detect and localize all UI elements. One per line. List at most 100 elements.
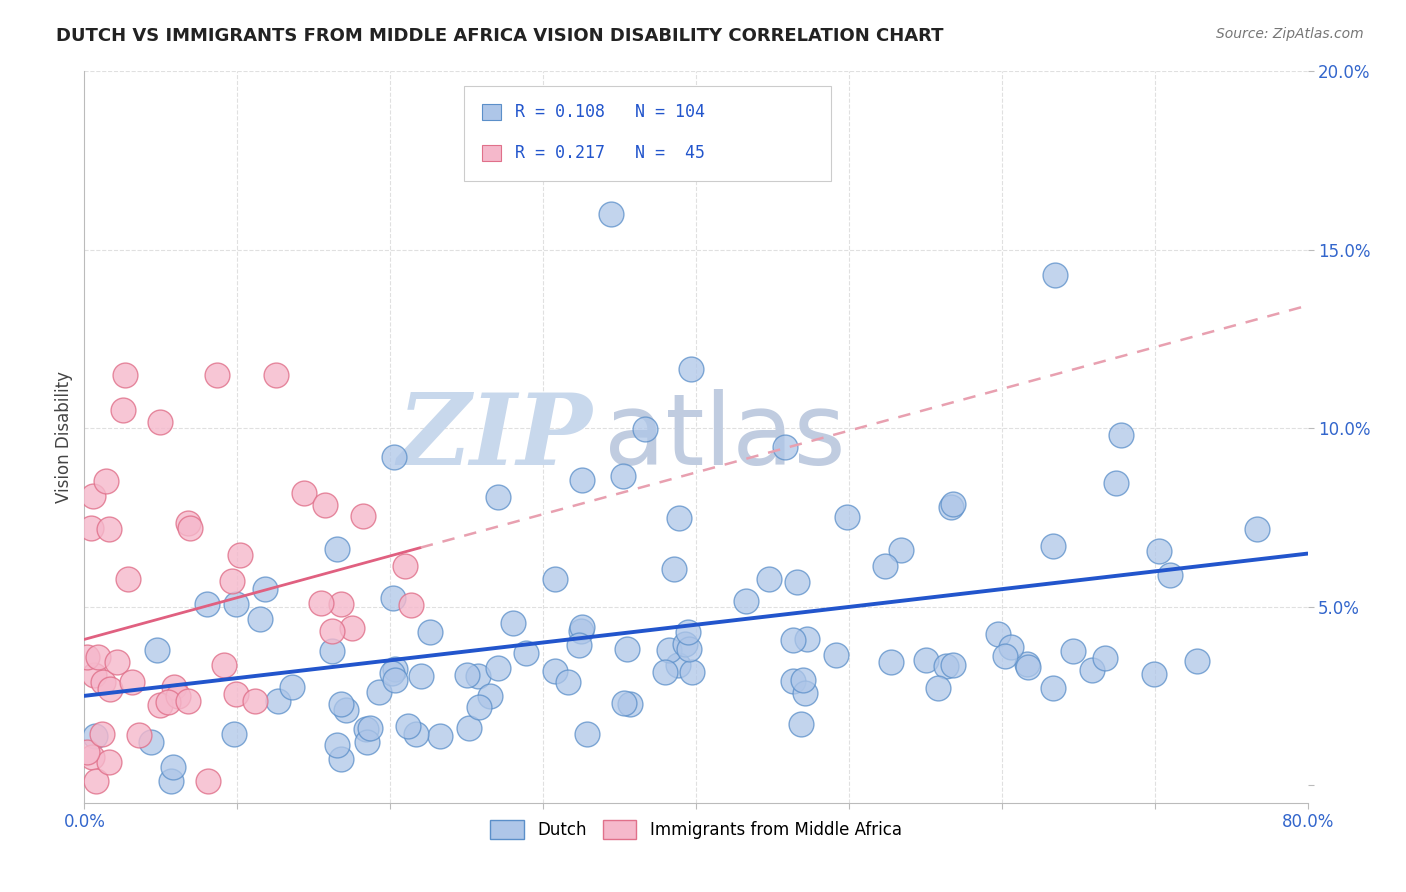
Point [359, 721, 381, 735]
Point [633, 422, 655, 436]
Point [662, 562, 685, 576]
Point [384, 673, 406, 687]
Point [145, 643, 167, 657]
Point [658, 643, 681, 657]
Legend: Dutch, Immigrants from Middle Africa: Dutch, Immigrants from Middle Africa [484, 814, 908, 846]
Point [880, 655, 903, 669]
Point [468, 700, 491, 714]
Point [139, 735, 162, 749]
Point [162, 760, 184, 774]
Point [681, 665, 703, 679]
Point [156, 695, 179, 709]
Point [117, 572, 139, 586]
Point [80, 521, 103, 535]
Point [98, 681, 121, 696]
Point [222, 727, 245, 741]
Point [994, 648, 1017, 663]
Point [502, 616, 524, 631]
Point [678, 624, 700, 639]
Point [544, 664, 567, 678]
Point [1246, 523, 1268, 537]
Point [600, 207, 623, 221]
Point [105, 655, 128, 669]
Point [569, 624, 592, 638]
Point [479, 689, 502, 703]
Point [571, 620, 593, 634]
Point [1143, 667, 1166, 681]
Point [221, 574, 243, 588]
Point [673, 637, 696, 651]
Point [1042, 681, 1064, 696]
Point [1042, 539, 1064, 553]
Point [254, 582, 277, 597]
Text: atlas: atlas [605, 389, 846, 485]
Point [176, 693, 198, 707]
Point [429, 729, 451, 743]
Point [835, 510, 858, 524]
Point [942, 657, 965, 672]
Point [84, 730, 107, 744]
Point [613, 697, 636, 711]
Point [381, 666, 404, 681]
Point [80, 750, 103, 764]
Point [890, 543, 912, 558]
Point [382, 591, 405, 606]
Point [735, 594, 758, 608]
Point [321, 624, 343, 638]
Point [914, 653, 936, 667]
Point [280, 680, 302, 694]
Point [225, 597, 247, 611]
Point [160, 774, 183, 789]
Point [396, 719, 419, 733]
Point [678, 642, 700, 657]
Point [405, 727, 427, 741]
Point [111, 403, 134, 417]
Point [83, 668, 105, 682]
Text: Source: ZipAtlas.com: Source: ZipAtlas.com [1216, 27, 1364, 41]
Point [179, 520, 201, 534]
Point [773, 440, 796, 454]
Point [942, 497, 965, 511]
Point [121, 674, 143, 689]
Point [394, 559, 416, 574]
Point [935, 659, 957, 673]
Point [939, 500, 962, 514]
Point [245, 694, 267, 708]
FancyBboxPatch shape [464, 86, 831, 181]
Point [612, 469, 634, 483]
Point [214, 658, 236, 673]
Point [568, 638, 591, 652]
Point [384, 663, 406, 677]
Point [128, 728, 150, 742]
Text: ZIP: ZIP [396, 389, 592, 485]
Point [340, 621, 363, 635]
Point [207, 368, 229, 382]
Point [571, 473, 593, 487]
Point [1147, 543, 1170, 558]
Point [515, 646, 537, 660]
Point [87, 650, 110, 665]
Point [467, 669, 489, 683]
Point [1105, 476, 1128, 491]
Point [356, 735, 378, 749]
Point [557, 675, 579, 690]
Point [1062, 643, 1084, 657]
Point [1080, 663, 1102, 677]
Point [409, 668, 432, 682]
Point [76, 649, 98, 664]
Text: R = 0.108   N = 104: R = 0.108 N = 104 [516, 103, 706, 121]
FancyBboxPatch shape [482, 104, 501, 120]
Point [149, 698, 172, 712]
Point [786, 575, 808, 590]
Point [796, 632, 818, 646]
Point [195, 597, 218, 611]
Point [1017, 657, 1039, 671]
Point [96, 474, 118, 488]
Point [93, 675, 115, 690]
Point [792, 673, 814, 687]
Point [177, 516, 200, 530]
Point [666, 657, 689, 672]
Point [264, 368, 287, 382]
Point [575, 727, 598, 741]
Point [225, 687, 247, 701]
